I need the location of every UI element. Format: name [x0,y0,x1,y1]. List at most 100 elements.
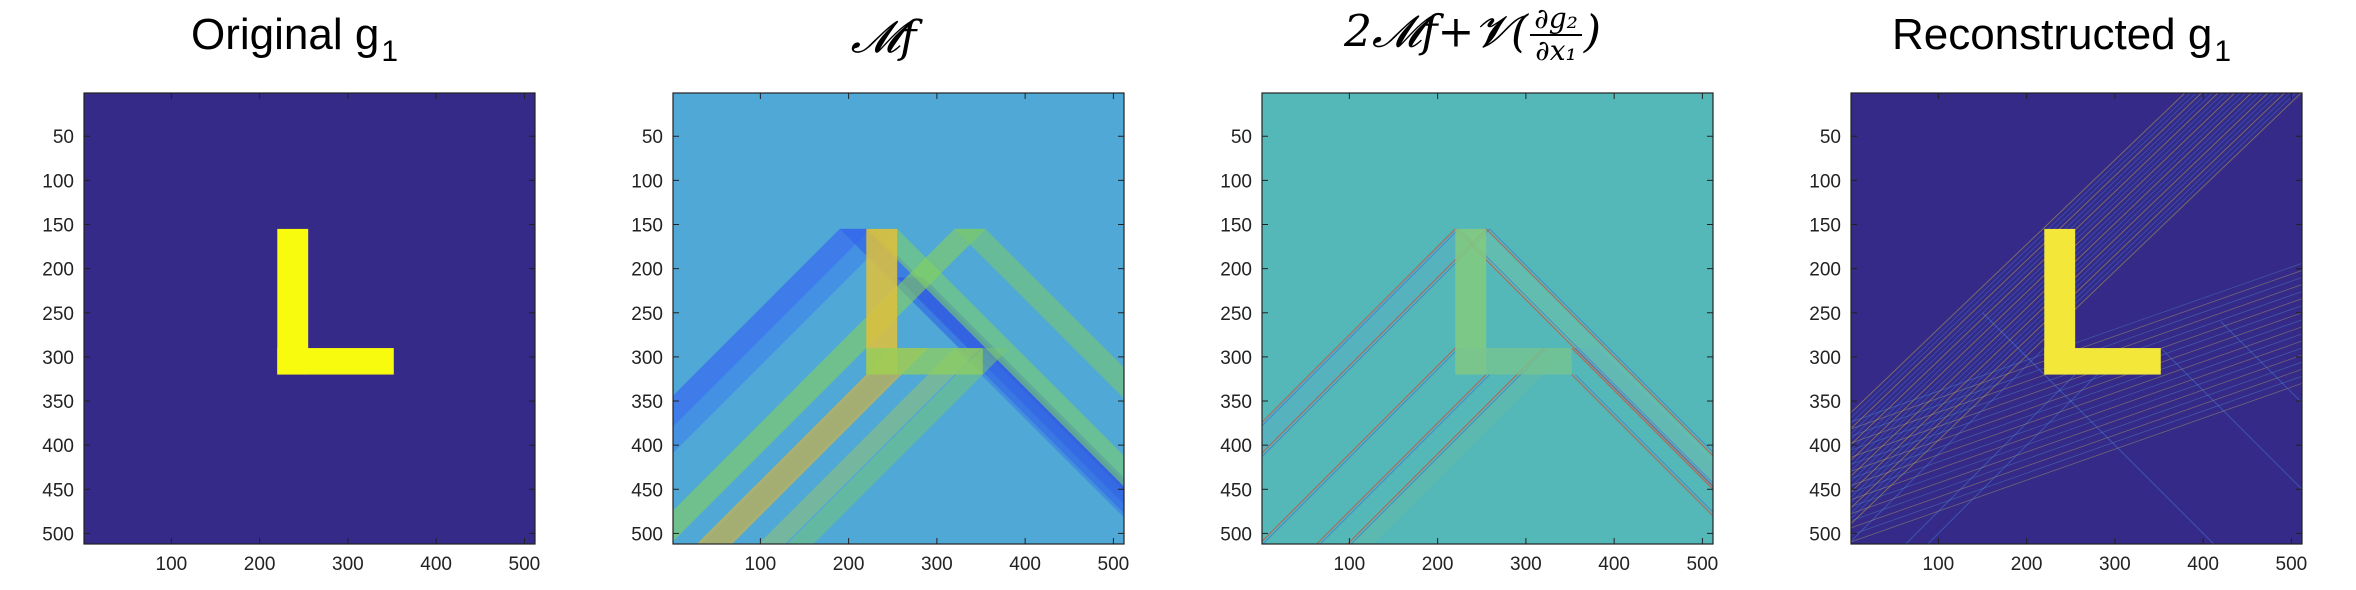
y-tick-label: 300 [42,348,74,369]
streak-line [1851,333,2302,493]
fraction-numerator: ∂g₂ [1530,4,1582,36]
streak-line [1851,93,2241,467]
heatmap-original: 100 200 300 400 500 50 100 150 200 250 300 350 400 45… [42,92,541,575]
x-tick-label: 200 [244,554,276,575]
edge-line [1574,347,1713,487]
streak-line [1851,93,2197,424]
fraction-denominator: ∂x₁ [1535,34,1577,67]
streak-line [1851,93,2253,477]
image-layer [1851,93,2302,544]
letter-l-group [1455,228,1572,375]
image-layer [84,93,535,544]
y-tick-label: 150 [42,216,74,237]
plot-frame [83,92,536,545]
heatmap-mf: 100 200 300 400 500 50 100 150 200 250 300 350 400 45… [631,92,1130,575]
title-text: Original g [191,10,380,59]
panel-title-original: Original g1 [0,10,589,68]
y-tick-label: 100 [631,171,663,192]
y-tick-label: 500 [631,524,663,545]
y-tick-label: 250 [1809,304,1841,325]
streak-line [1851,93,2247,472]
panel-title-reconstructed: Reconstructed g1 [1767,10,2356,68]
edge-line [1905,374,2076,544]
edge-line [1489,228,1713,453]
streak-line [1851,340,2302,500]
edge-line [1262,228,1456,424]
edge-line [1982,312,2215,544]
edge-line [1485,228,1713,457]
y-tick-label: 200 [42,260,74,281]
y-tick-label: 200 [1220,260,1252,281]
edge-line [1262,347,1460,544]
y-tick-label: 500 [42,524,74,545]
streak-line [1851,93,2275,498]
cone-band [1347,348,1570,544]
cone-band [673,228,986,542]
x-tick-label: 300 [1510,554,1542,575]
x-tick-label: 500 [509,554,541,575]
y-tick-label: 50 [53,127,74,148]
y-tick-label: 200 [1809,260,1841,281]
streak-line [1851,368,2302,529]
axes: 100 200 300 400 500 50 100 150 200 250 300 350 400 45… [631,92,1130,575]
edge-line [1571,374,1713,517]
x-tick-label: 500 [1098,554,1130,575]
x-tick-label: 400 [1009,554,1041,575]
axes: 100 200 300 400 500 50 100 150 200 250 300 350 400 45… [42,92,541,575]
panel-2mf-v: 2𝓜f+𝓥(∂g₂ ∂x₁) 100 200 300 400 500 50 100 150 200… [1178,0,1767,590]
y-tick-label: 350 [1220,392,1252,413]
y-tick-label: 150 [1809,216,1841,237]
streak-line [1851,312,2302,472]
letter-l-horizontal [1455,348,1572,375]
edge-line [1350,347,1548,544]
streak-line [1851,93,2208,435]
panel-mf: 𝓜f 100 200 300 400 500 50 100 150 200 250 300 350 40… [589,0,1178,590]
x-tick-label: 100 [745,554,777,575]
y-tick-label: 200 [631,260,663,281]
cone-band [696,348,929,544]
y-tick-label: 400 [1220,436,1252,457]
streak-line [1851,93,2264,488]
heatmap-2mf-v: 100 200 300 400 500 50 100 150 200 250 300 350 400 45… [1220,92,1718,575]
edge-line [1262,228,1491,458]
edge-line [2160,347,2302,490]
streak-line [1851,93,2236,461]
cone-band [673,228,898,454]
y-tick-label: 300 [1809,348,1841,369]
panel-title-mf: 𝓜f [589,12,1178,63]
background [1851,93,2302,544]
y-tick-label: 500 [1220,524,1252,545]
y-tick-label: 300 [631,348,663,369]
cone-band [954,228,1124,399]
y-tick-label: 400 [1809,436,1841,457]
edge-line [1316,374,1487,544]
edge-line [1851,347,2045,543]
plot-frame [672,92,1125,545]
streak-line [1851,319,2302,479]
edge-line [1319,374,1491,544]
streak-line [1851,375,2302,536]
streak-line [1851,361,2302,522]
y-tick-label: 100 [1220,171,1252,192]
edge-line [1262,228,1460,427]
edge-line [1347,347,1544,544]
cone-band [954,348,1124,518]
y-tick-label: 150 [631,216,663,237]
y-tick-label: 350 [42,392,74,413]
y-tick-label: 450 [1809,480,1841,501]
x-tick-label: 300 [332,554,364,575]
streak-line [1851,93,2186,414]
panel-reconstructed: Reconstructed g1 100 200 300 400 500 50 100 150… [1767,0,2356,590]
y-tick-label: 450 [1220,480,1252,501]
y-tick-label: 50 [642,127,663,148]
title-text: 𝓜f [850,12,917,63]
x-tick-label: 200 [833,554,865,575]
streak-line [1851,347,2302,508]
y-tick-label: 250 [42,304,74,325]
y-tick-label: 350 [1809,392,1841,413]
axes: 100 200 300 400 500 50 100 150 200 250 300 350 400 45… [1809,92,2307,575]
title-end: ) [1583,6,1602,58]
letter-l-group [866,228,983,375]
background [84,93,535,544]
y-tick-label: 250 [631,304,663,325]
